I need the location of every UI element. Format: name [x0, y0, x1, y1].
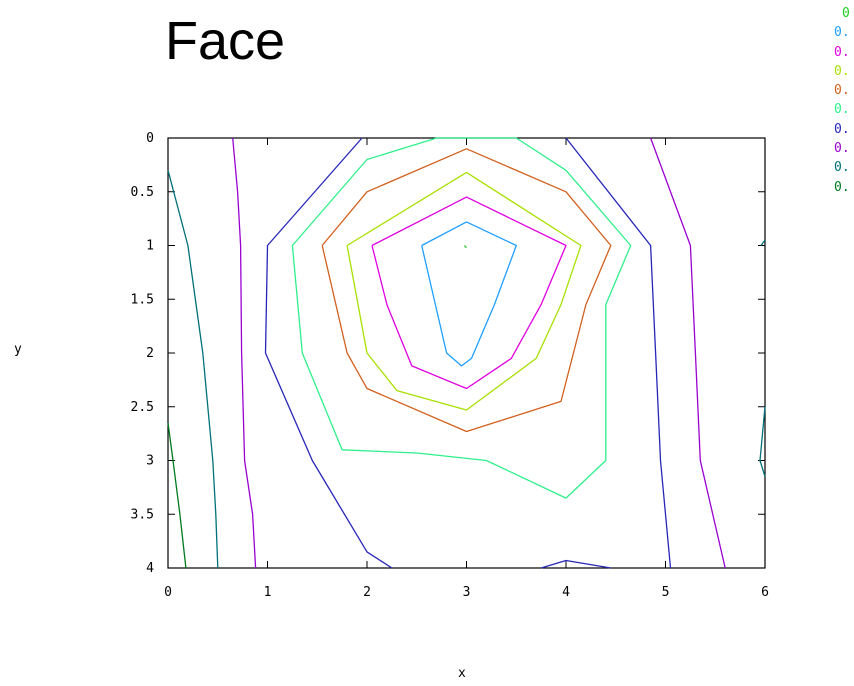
y-tick-label: 1 [146, 239, 154, 254]
legend-item: 0. [834, 141, 850, 157]
legend-item: 0. [834, 25, 850, 41]
contour-line [421, 221, 517, 367]
contour-line [291, 137, 632, 499]
y-tick-label: 0.5 [131, 185, 154, 200]
legend-item: 0. [834, 121, 850, 137]
contour-line [565, 137, 672, 569]
x-tick-label: 4 [562, 585, 570, 600]
y-axis-label: y [14, 342, 22, 357]
contour-line [464, 245, 467, 249]
x-tick-label: 3 [463, 585, 471, 600]
x-tick-label: 1 [264, 585, 272, 600]
contour-line [540, 559, 611, 569]
y-tick-label: 3 [146, 454, 154, 469]
y-tick-label: 4 [146, 561, 154, 576]
legend: 0 0. 0. 0. 0. 0. 0. 0. 0. 0. [834, 4, 850, 197]
contour-line [371, 196, 567, 390]
y-tick-label: 0 [146, 131, 154, 146]
contour-line [649, 137, 726, 569]
chart-title: Face [165, 11, 286, 71]
contour-line [167, 170, 219, 569]
legend-item: 0. [834, 44, 850, 60]
contour-line [232, 137, 257, 569]
y-tick-label: 3.5 [131, 507, 154, 522]
contour-line [760, 239, 766, 246]
contour-line [346, 171, 582, 411]
y-tick-label: 1.5 [131, 292, 154, 307]
legend-item: 0. [834, 83, 850, 99]
x-tick-label: 2 [363, 585, 371, 600]
contour-line [321, 148, 612, 433]
x-axis-label: x [458, 666, 466, 681]
legend-item: 0. [834, 63, 850, 79]
y-tick-label: 2.5 [131, 400, 154, 415]
y-tick-label: 2 [146, 346, 154, 361]
x-tick-label: 6 [761, 585, 769, 600]
contour-line [167, 422, 187, 569]
x-tick-label: 5 [662, 585, 670, 600]
plot-border [167, 137, 766, 569]
x-tick-label: 0 [164, 585, 172, 600]
contour-line [264, 137, 393, 569]
contour-line [759, 406, 766, 477]
legend-item: 0. [834, 179, 850, 195]
legend-item: 0. [834, 160, 850, 176]
legend-item: 0. [834, 102, 850, 118]
legend-item: 0 [842, 6, 850, 21]
